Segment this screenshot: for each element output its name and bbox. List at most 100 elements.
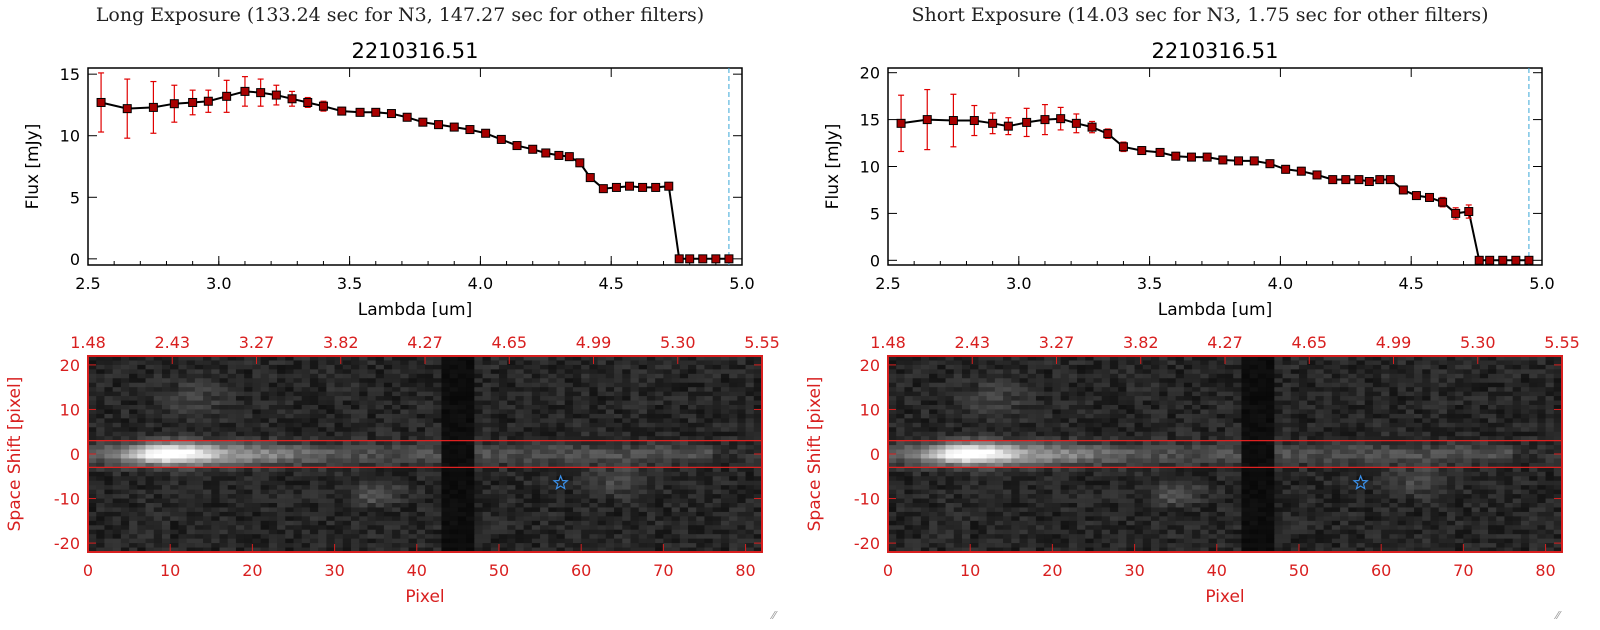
image-pixel [663,494,673,500]
image-pixel [490,378,500,384]
image-pixel [375,436,385,442]
image-pixel [433,427,443,433]
image-pixel [1307,382,1317,388]
image-pixel [564,422,574,428]
image-pixel [753,405,763,411]
image-pixel [953,400,963,406]
image-pixel [1019,400,1029,406]
image-pixel [186,440,196,446]
image-pixel [482,467,492,473]
image-pixel [170,396,180,402]
image-pixel [638,378,648,384]
image-pixel [1381,364,1390,370]
image-pixel [425,529,434,535]
image-pixel [392,480,401,486]
image-pixel [367,356,377,362]
image-pixel [1372,356,1382,362]
image-pixel [260,476,270,482]
image-pixel [457,427,467,433]
image-pixel [605,400,615,406]
image-pixel [490,485,500,491]
image-pixel [753,382,763,388]
image-pixel [129,436,138,442]
image-pixel [1126,396,1136,402]
image-pixel [194,534,204,540]
image-pixel [301,387,311,393]
image-pixel [375,445,385,451]
image-pixel [548,498,558,504]
image-pixel [679,422,689,428]
image-pixel [88,400,97,406]
image-pixel [441,534,451,540]
image-pixel [334,525,344,531]
image-pixel [416,494,426,500]
image-pixel [383,431,393,437]
image-pixel [178,534,188,540]
image-pixel [211,445,221,451]
image-pixel [326,396,336,402]
image-pixel [178,405,188,411]
image-pixel [482,405,492,411]
image-pixel [1372,387,1382,393]
data-point [1003,121,1013,131]
image-pixel [1389,387,1399,393]
image-pixel [153,449,163,455]
image-pixel [688,507,697,513]
image-pixel [161,422,171,428]
image-pixel [696,520,706,526]
image-pixel [720,534,730,540]
image-pixel [277,440,286,446]
image-pixel [1093,356,1103,362]
image-pixel [1200,387,1210,393]
image-pixel [737,360,747,366]
image-pixel [104,360,114,366]
image-pixel [679,400,689,406]
image-pixel [441,360,451,366]
image-pixel [1192,364,1201,370]
image-pixel [137,409,147,415]
image-pixel [1298,387,1308,393]
image-pixel [203,387,212,393]
image-pixel [564,436,574,442]
image-pixel [540,471,549,477]
image-pixel [137,476,147,482]
data-point [1438,197,1448,207]
image-pixel [326,516,336,522]
image-pixel [137,373,147,379]
image-pixel [986,387,996,393]
image-pixel [1290,356,1300,362]
image-pixel [1512,356,1522,362]
image-pixel [145,489,155,495]
image-pixel [425,494,434,500]
image-pixel [605,485,615,491]
image-pixel [441,471,451,477]
image-pixel [737,364,747,370]
image-pixel [655,387,664,393]
image-pixel [351,418,360,424]
image-pixel [745,538,755,544]
image-pixel [655,516,664,522]
image-pixel [663,503,673,509]
image-pixel [120,525,130,531]
image-pixel [137,405,147,411]
image-pixel [622,364,632,370]
image-pixel [137,378,147,384]
image-pixel [548,458,558,464]
image-pixel [433,396,443,402]
image-pixel [441,445,451,451]
image-pixel [1372,378,1382,384]
image-pixel [1019,396,1029,402]
image-pixel [1126,360,1136,366]
image-pixel [614,494,623,500]
image-pixel [145,494,155,500]
image-pixel [425,449,434,455]
image-pixel [737,534,747,540]
image-pixel [301,440,311,446]
image-pixel [671,511,681,517]
resize-grip-icon[interactable]: ⁄⁄ [772,604,784,622]
image-pixel [408,369,418,375]
image-pixel [638,511,648,517]
image-pixel [186,480,196,486]
image-pixel [96,382,106,388]
image-pixel [383,378,393,384]
